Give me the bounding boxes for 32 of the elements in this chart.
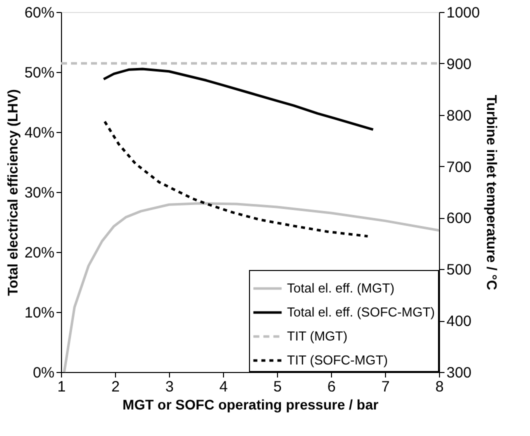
y-tick-label: 30% [24,184,54,202]
y-tick-label: 20% [24,244,54,262]
y-tick-label: 10% [24,304,54,322]
x-tick-label: 2 [111,378,120,396]
x-axis-title: MGT or SOFC operating pressure / bar [122,396,380,412]
y-axis-title: Total electrical efficiency (LHV) [4,89,20,296]
y2-tick-label: 700 [446,158,472,176]
x-tick-label: 5 [273,378,282,396]
legend-label: TIT (MGT) [287,328,348,344]
x-tick-label: 6 [327,378,336,396]
y2-tick-label: 900 [446,56,472,73]
legend-label: Total el. eff. (MGT) [287,280,394,296]
y-tick-label: 50% [24,64,54,82]
x-tick-label: 1 [57,378,66,396]
x-tick-label: 3 [165,378,174,396]
y2-tick-label: 800 [446,107,472,124]
x-tick-label: 8 [435,378,444,396]
y-tick-label: 40% [24,124,54,142]
y-tick-label: 60% [24,4,54,22]
legend-label: Total el. eff. (SOFC-MGT) [287,304,435,320]
line-series [103,120,369,238]
y2-tick-label: 1000 [446,4,480,22]
y-tick-label: 0% [32,364,54,382]
y2-tick-label: 500 [446,262,472,279]
y2-axis-title: Turbine inlet temperature / °C [484,94,500,290]
legend-label: TIT (SOFC-MGT) [287,352,388,368]
y2-tick-label: 400 [446,313,472,330]
line-series [102,68,374,131]
y2-tick-label: 300 [446,364,472,382]
y2-tick-label: 600 [446,210,472,228]
x-tick-label: 7 [381,378,390,396]
x-tick-label: 4 [219,378,228,396]
